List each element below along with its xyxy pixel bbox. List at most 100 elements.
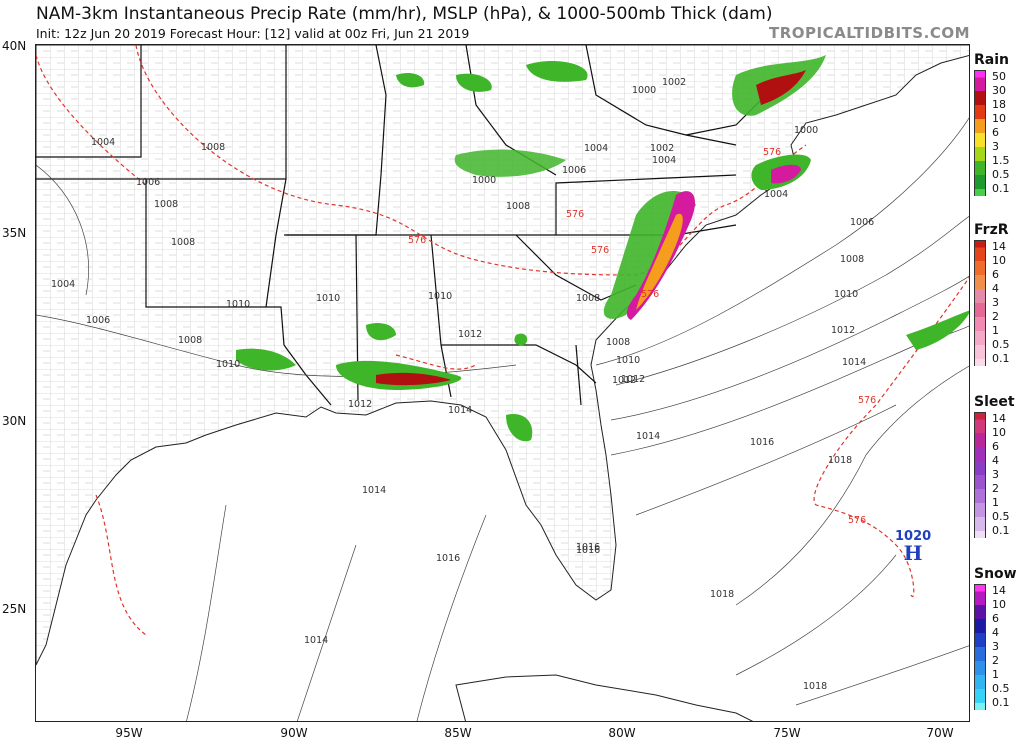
lon-label-85w: 85W xyxy=(444,726,472,740)
legend-label: 3 xyxy=(992,140,999,153)
legend-row: 14 xyxy=(974,240,1022,254)
legend-row: 1 xyxy=(974,324,1022,338)
isobar-label: 1010 xyxy=(226,299,250,310)
legend-label: 14 xyxy=(992,240,1006,253)
legend-swatch xyxy=(974,324,986,338)
isobar-label: 1018 xyxy=(828,455,852,466)
lon-label-70w: 70W xyxy=(926,726,954,740)
legend-row: 6 xyxy=(974,440,1022,454)
thickness-label: 576 xyxy=(641,289,659,300)
isobar-label: 1008 xyxy=(576,293,600,304)
lat-label-40n: 40N xyxy=(2,39,27,53)
legend-swatch xyxy=(974,612,986,626)
legend-label: 30 xyxy=(992,84,1006,97)
legend-row: 10 xyxy=(974,112,1022,126)
thickness-label: 576 xyxy=(763,147,781,158)
legend-label: 6 xyxy=(992,126,999,139)
legend-row: 10 xyxy=(974,426,1022,440)
legend-swatch xyxy=(974,168,986,182)
thickness-label: 576 xyxy=(408,235,426,246)
isobar-label: 1016 xyxy=(750,437,774,448)
isobar-label: 1004 xyxy=(764,189,788,200)
isobar-label: 1012 xyxy=(612,375,636,386)
isobar-label: 1000 xyxy=(472,175,496,186)
isobar-label: 1016 xyxy=(576,542,600,553)
legend-title: FrzR xyxy=(974,222,1009,238)
legend-row: 2 xyxy=(974,482,1022,496)
legend-label: 3 xyxy=(992,640,999,653)
legend-row: 14 xyxy=(974,584,1022,598)
isobar-label: 1014 xyxy=(448,405,472,416)
lat-label-35n: 35N xyxy=(2,226,27,240)
legend-swatch xyxy=(974,352,986,366)
legend-row: 18 xyxy=(974,98,1022,112)
thickness-label: 576 xyxy=(566,209,584,220)
legend-swatch xyxy=(974,682,986,696)
legend-swatch xyxy=(974,696,986,710)
legend-swatch xyxy=(974,510,986,524)
isobar-label: 1000 xyxy=(794,125,818,136)
legend-label: 4 xyxy=(992,282,999,295)
isobar-label: 1008 xyxy=(506,201,530,212)
legend-title: Snow xyxy=(974,566,1017,582)
isobar-label: 1004 xyxy=(51,279,75,290)
legend-label: 50 xyxy=(992,70,1006,83)
isobar-label: 1016 xyxy=(576,545,600,556)
isobar-label: 1010 xyxy=(428,291,452,302)
legend-swatch xyxy=(974,268,986,282)
legend-label: 2 xyxy=(992,654,999,667)
legend-row: 50 xyxy=(974,70,1022,84)
isobar-label: 1012 xyxy=(348,399,372,410)
legend-label: 10 xyxy=(992,254,1006,267)
isobar-label: 1008 xyxy=(178,335,202,346)
legend-swatch xyxy=(974,426,986,440)
legend-label: 0.5 xyxy=(992,682,1010,695)
legend-label: 0.1 xyxy=(992,182,1010,195)
legend-label: 14 xyxy=(992,412,1006,425)
legend-swatch xyxy=(974,640,986,654)
legend-row: 1 xyxy=(974,668,1022,682)
high-pressure-letter: H xyxy=(903,541,923,565)
legend-label: 0.5 xyxy=(992,510,1010,523)
legend-label: 1 xyxy=(992,668,999,681)
legend-row: 0.1 xyxy=(974,352,1022,366)
legend-swatch xyxy=(974,98,986,112)
legend-label: 2 xyxy=(992,310,999,323)
legend-swatch xyxy=(974,296,986,310)
legend-row: 3 xyxy=(974,140,1022,154)
legend-label: 14 xyxy=(992,584,1006,597)
map-subtitle: Init: 12z Jun 20 2019 Forecast Hour: [12… xyxy=(36,26,470,41)
legend-title: Sleet xyxy=(974,394,1015,410)
isobar-label: 1004 xyxy=(652,155,676,166)
isobar-label: 1006 xyxy=(86,315,110,326)
lon-label-80w: 80W xyxy=(608,726,636,740)
legend-title: Rain xyxy=(974,52,1009,68)
legend-label: 4 xyxy=(992,626,999,639)
isobar-label: 1012 xyxy=(831,325,855,336)
legend-frzr: FrzR 14 10 6 4 3 2 1 0.5 0.1 xyxy=(974,222,1022,366)
isobar-lines xyxy=(36,117,969,721)
isobar-label: 1010 xyxy=(316,293,340,304)
isobar-label: 1014 xyxy=(842,357,866,368)
legend-label: 6 xyxy=(992,612,999,625)
isobar-label: 1012 xyxy=(621,374,645,385)
legend-swatch xyxy=(974,440,986,454)
high-pressure-value: 1020 xyxy=(895,529,932,544)
legend-row: 2 xyxy=(974,654,1022,668)
legend-label: 0.1 xyxy=(992,696,1010,709)
isobar-label: 1000 xyxy=(632,85,656,96)
legend-label: 2 xyxy=(992,482,999,495)
legend-row: 0.5 xyxy=(974,682,1022,696)
isobar-label: 1010 xyxy=(616,355,640,366)
legend-label: 10 xyxy=(992,598,1006,611)
thickness-label: 576 xyxy=(858,395,876,406)
legend-swatch xyxy=(974,412,986,426)
us-land xyxy=(36,45,969,666)
isobar-label: 1006 xyxy=(136,177,160,188)
legend-label: 6 xyxy=(992,440,999,453)
legend-swatch xyxy=(974,182,986,196)
legend-row: 0.1 xyxy=(974,182,1022,196)
legend-label: 4 xyxy=(992,454,999,467)
legend-row: 4 xyxy=(974,454,1022,468)
legend-swatch xyxy=(974,626,986,640)
